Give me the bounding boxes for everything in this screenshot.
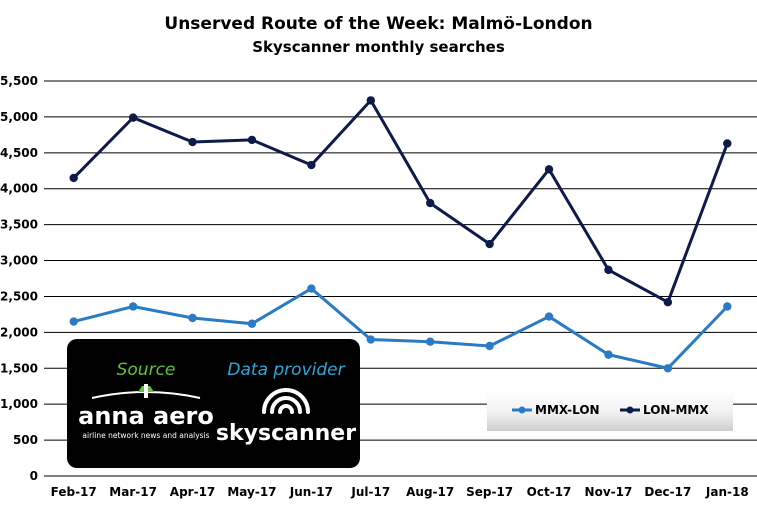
provider-brand: skyscanner [216,421,356,446]
data-point [247,319,257,328]
data-point [128,113,138,122]
y-tick-label: 5,000 [0,110,38,124]
data-point [307,284,316,293]
chart-subtitle: Skyscanner monthly searches [252,38,505,56]
y-axis-ticks: 0 500 1,000 1,500 2,000 2,500 3,000 3,500 4,000 4… [0,74,38,483]
data-point [366,96,375,105]
x-tick-label: Jul-17 [350,485,390,499]
data-point [188,313,197,323]
y-tick-label: 1,500 [0,361,38,375]
y-tick-label: 2,500 [0,289,38,303]
x-tick-label: May-17 [227,485,276,499]
data-point [723,302,732,311]
source-brand: anna aero [78,402,214,430]
data-point [723,139,732,148]
data-point [69,317,78,326]
x-tick-label: Mar-17 [109,485,157,499]
y-tick-label: 4,500 [0,146,38,160]
legend-label-mmx-lon: MMX-LON [535,403,600,417]
y-tick-label: 4,000 [0,182,38,196]
x-tick-label: Jan-18 [705,485,749,499]
data-point [128,302,138,311]
data-point [366,335,375,344]
x-tick-label: Dec-17 [644,485,691,499]
y-tick-label: 3,000 [0,254,38,268]
data-point [544,165,554,174]
x-tick-label: Feb-17 [51,485,97,499]
skyscanner-logo: skyscanner [216,388,356,446]
x-tick-label: Aug-17 [406,485,454,499]
y-tick-label: 5,500 [0,74,38,88]
legend-marker-lon-mmx [626,406,634,414]
data-point [604,265,613,275]
series-mmx-lon [69,284,732,373]
x-tick-label: Apr-17 [170,485,215,499]
y-tick-label: 2,000 [0,325,38,339]
data-point [485,341,494,351]
y-tick-label: 1,000 [0,397,38,411]
data-point [247,135,257,145]
data-point [69,173,78,183]
data-point [604,350,613,359]
y-tick-label: 500 [13,433,38,447]
data-point [426,198,435,208]
y-tick-label: 3,500 [0,218,38,232]
series-layer [69,96,732,373]
x-tick-label: Oct-17 [527,485,572,499]
legend-marker-mmx-lon [518,406,526,414]
source-label: Source [117,360,176,380]
data-point [426,337,435,346]
overlay-box [67,339,360,468]
sunrise-icon [262,388,310,414]
data-point [307,160,316,170]
x-tick-label: Jun-17 [289,485,333,499]
data-point [663,364,673,373]
data-point [485,239,494,249]
legend: MMX-LON LON-MMX [487,391,733,431]
anna-aero-logo: anna aero airline network news and analy… [78,384,214,440]
x-tick-label: Sep-17 [466,485,513,499]
legend-label-lon-mmx: LON-MMX [643,403,709,417]
chart-title: Unserved Route of the Week: Malmö-London [164,14,592,34]
source-overlay: Source Data provider anna aero airline n… [67,339,360,468]
x-tick-label: Nov-17 [585,485,633,499]
y-tick-label: 0 [30,469,38,483]
x-axis-ticks: Feb-17 Mar-17 Apr-17 May-17 Jun-17 Jul-17 Aug-… [51,485,749,499]
source-tagline: airline network news and analysis [82,431,209,440]
data-point [663,298,673,307]
data-point [188,137,197,147]
series-line [72,98,729,304]
series-lon-mmx [69,96,732,307]
series-line [73,287,729,370]
data-point [544,312,554,321]
provider-label: Data provider [227,360,345,380]
